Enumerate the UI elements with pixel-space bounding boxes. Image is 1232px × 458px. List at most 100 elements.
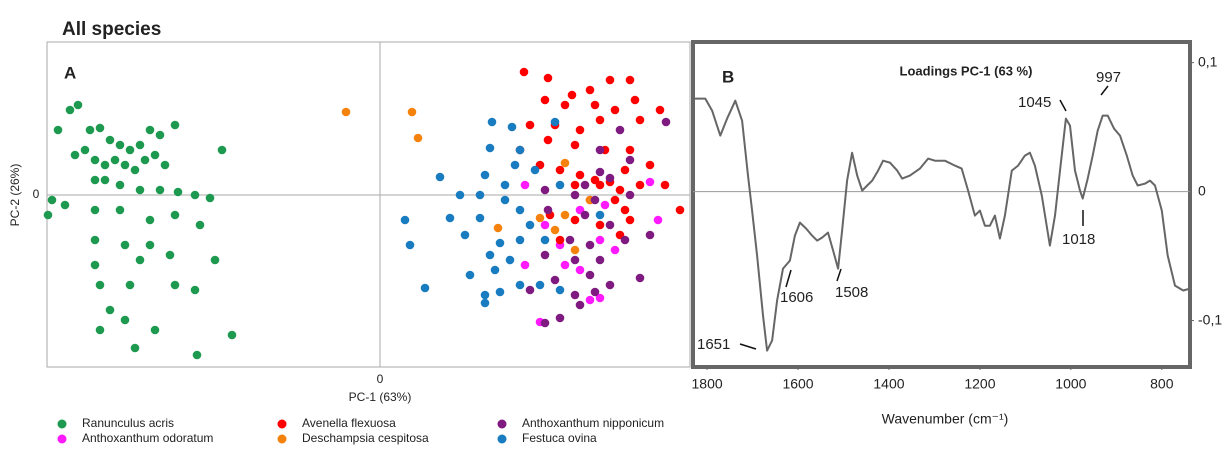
point bbox=[210, 255, 220, 265]
loading-line bbox=[693, 97, 1191, 352]
point bbox=[90, 235, 100, 245]
point bbox=[217, 145, 227, 155]
panel-b-frame bbox=[691, 40, 1192, 369]
point bbox=[653, 215, 663, 225]
point bbox=[475, 213, 485, 223]
point bbox=[490, 265, 500, 275]
panel-a-frame bbox=[46, 41, 691, 368]
point bbox=[635, 115, 645, 125]
legend-label: Anthoxanthum odoratum bbox=[82, 431, 213, 445]
point bbox=[85, 125, 95, 135]
point bbox=[560, 100, 570, 110]
point bbox=[485, 143, 495, 153]
point bbox=[145, 215, 155, 225]
point bbox=[515, 145, 525, 155]
point bbox=[590, 287, 600, 297]
point bbox=[120, 160, 130, 170]
point bbox=[507, 122, 517, 132]
legend-marker bbox=[497, 434, 507, 444]
point bbox=[610, 195, 620, 205]
point bbox=[53, 125, 63, 135]
point bbox=[485, 250, 495, 260]
x-tick-label: 1200 bbox=[964, 376, 995, 392]
point bbox=[595, 180, 605, 190]
point bbox=[505, 255, 515, 265]
point bbox=[610, 105, 620, 115]
point bbox=[190, 285, 200, 295]
x-tick-label: 1400 bbox=[873, 376, 904, 392]
point bbox=[407, 107, 417, 117]
point bbox=[90, 175, 100, 185]
point bbox=[575, 265, 585, 275]
point bbox=[341, 107, 351, 117]
annotation: 1508 bbox=[835, 284, 868, 301]
point bbox=[570, 290, 580, 300]
point bbox=[525, 220, 535, 230]
point bbox=[487, 117, 497, 127]
point bbox=[570, 180, 580, 190]
point bbox=[635, 180, 645, 190]
y-tick-label: 0 bbox=[33, 187, 40, 201]
point bbox=[150, 150, 160, 160]
point bbox=[543, 135, 553, 145]
annotation-leader bbox=[1059, 99, 1067, 112]
point bbox=[500, 180, 510, 190]
point bbox=[575, 125, 585, 135]
y-tick-label: -0,1 bbox=[1198, 311, 1222, 327]
point bbox=[595, 115, 605, 125]
point bbox=[595, 293, 605, 303]
point bbox=[510, 160, 520, 170]
point bbox=[405, 240, 415, 250]
point bbox=[550, 225, 560, 235]
legend-marker bbox=[277, 434, 287, 444]
point bbox=[519, 67, 529, 77]
x-tick-label: 1600 bbox=[782, 376, 813, 392]
point bbox=[475, 190, 485, 200]
point bbox=[570, 190, 580, 200]
point bbox=[595, 210, 605, 220]
point bbox=[155, 130, 165, 140]
y-tick-label: 0 bbox=[1198, 182, 1206, 198]
point bbox=[190, 190, 200, 200]
point bbox=[625, 145, 635, 155]
x-tick-label: 1800 bbox=[692, 376, 723, 392]
point bbox=[585, 295, 595, 305]
point bbox=[170, 210, 180, 220]
point bbox=[535, 280, 545, 290]
point bbox=[135, 140, 145, 150]
annotation: 1018 bbox=[1062, 231, 1095, 248]
point bbox=[480, 298, 490, 308]
figure-title: All species bbox=[62, 19, 161, 40]
point bbox=[80, 145, 90, 155]
point bbox=[43, 210, 53, 220]
point bbox=[605, 75, 615, 85]
point bbox=[495, 287, 505, 297]
point bbox=[645, 230, 655, 240]
legend-marker bbox=[57, 419, 67, 429]
point bbox=[555, 285, 565, 295]
point bbox=[543, 205, 553, 215]
panel-label: B bbox=[722, 67, 734, 86]
point bbox=[145, 125, 155, 135]
point bbox=[625, 215, 635, 225]
point bbox=[520, 260, 530, 270]
point bbox=[105, 135, 115, 145]
point bbox=[595, 220, 605, 230]
annotation: 1651 bbox=[697, 336, 730, 353]
point bbox=[95, 325, 105, 335]
point bbox=[660, 180, 670, 190]
legend-label: Anthoxanthum nipponicum bbox=[522, 416, 664, 430]
point bbox=[620, 165, 630, 175]
x-tick-label: 0 bbox=[377, 372, 384, 386]
point bbox=[540, 220, 550, 230]
annotation-leader bbox=[836, 268, 842, 282]
point bbox=[625, 75, 635, 85]
point bbox=[130, 165, 140, 175]
annotation-leader bbox=[785, 269, 792, 288]
annotation: 1606 bbox=[780, 289, 813, 306]
point bbox=[560, 260, 570, 270]
point bbox=[645, 160, 655, 170]
point bbox=[90, 260, 100, 270]
point bbox=[60, 200, 70, 210]
annotation: 1045 bbox=[1018, 94, 1051, 111]
